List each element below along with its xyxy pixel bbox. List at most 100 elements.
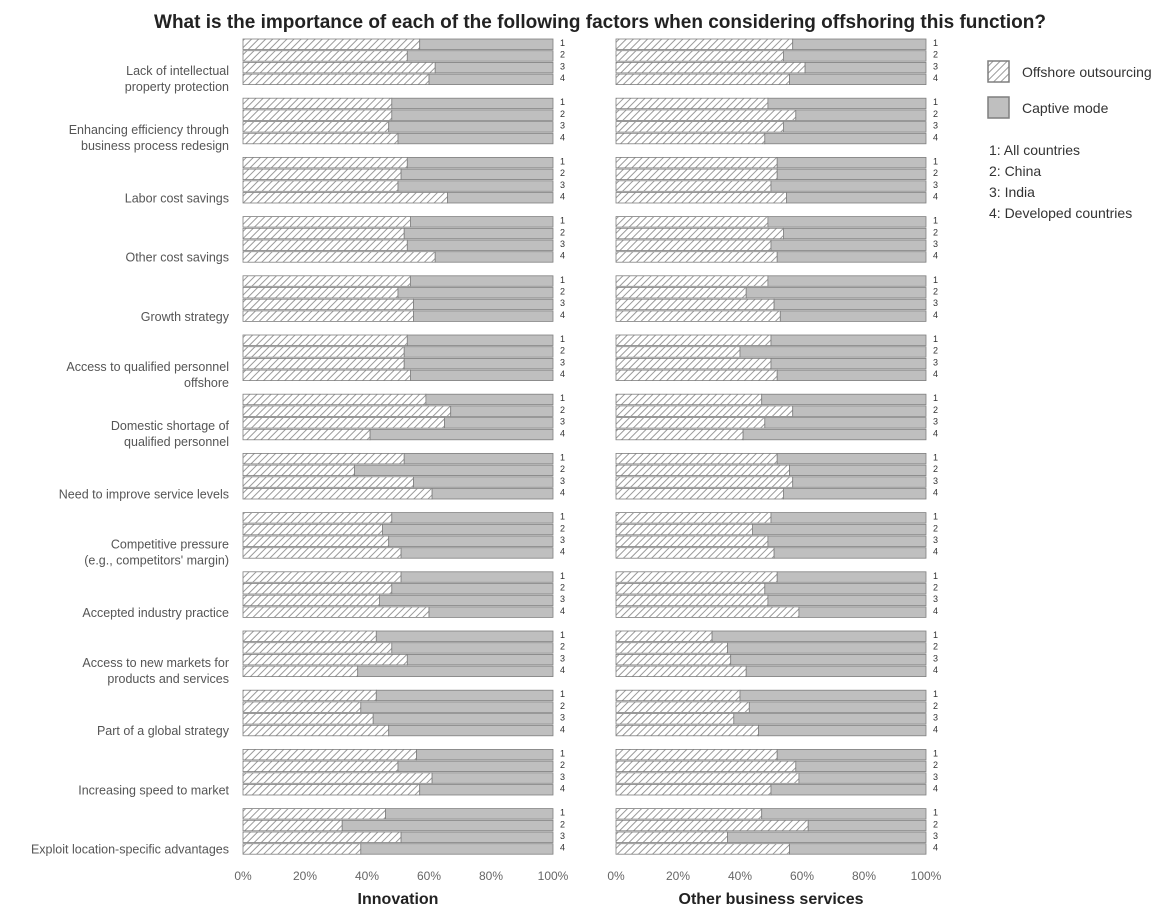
factor-label: Accepted industry practice (82, 606, 229, 620)
row-number-label: 2 (560, 227, 565, 237)
other-business-services-offshore-bar (615, 654, 732, 666)
innovation-captive-bar (406, 239, 554, 251)
row-number-label: 1 (560, 571, 565, 581)
x-tick-label: 20% (666, 869, 690, 883)
row-number-label: 1 (933, 275, 938, 285)
other-business-services-offshore-bar (615, 630, 713, 642)
row-number-label: 3 (933, 180, 938, 190)
row-number-label: 2 (933, 642, 938, 652)
other-business-services-offshore-bar (615, 132, 766, 145)
other-business-services-captive-bar (789, 843, 927, 855)
factor-label: Labor cost savings (125, 191, 229, 205)
row-number-label: 4 (933, 369, 938, 379)
factor-label: Domestic shortage of (111, 419, 230, 433)
innovation-captive-bar (431, 488, 554, 500)
other-business-services-captive-bar (761, 808, 927, 820)
innovation-captive-bar (369, 428, 554, 441)
other-business-services-captive-bar (798, 606, 927, 618)
row-number-label: 2 (933, 109, 938, 119)
factor-label: qualified personnel (124, 435, 229, 449)
row-number-label: 2 (560, 346, 565, 356)
factor-label: Lack of intellectual (126, 64, 229, 78)
other-business-services-offshore-bar (615, 180, 772, 192)
innovation-offshore-bar (242, 334, 408, 346)
other-business-services-offshore-bar (615, 488, 784, 500)
innovation-offshore-bar (242, 452, 405, 465)
other-business-services-offshore-bar (615, 369, 778, 382)
row-number-label: 4 (560, 843, 565, 853)
innovation-offshore-bar (242, 784, 421, 796)
row-number-label: 2 (933, 50, 938, 60)
innovation-offshore-bar (242, 523, 383, 536)
innovation-offshore-bar (242, 665, 359, 677)
row-number-label: 3 (933, 417, 938, 427)
other-business-services-offshore-bar (615, 97, 769, 110)
innovation-offshore-bar (242, 724, 390, 737)
innovation-captive-bar (341, 819, 554, 832)
row-number-label: 1 (933, 748, 938, 758)
row-number-label: 2 (933, 701, 938, 711)
other-business-services-captive-bar (770, 357, 927, 370)
other-business-services-captive-bar (792, 476, 927, 488)
row-number-label: 3 (933, 239, 938, 249)
innovation-offshore-bar (242, 192, 449, 204)
innovation-offshore-bar (242, 689, 377, 702)
innovation-captive-bar (409, 275, 554, 287)
row-number-label: 4 (560, 488, 565, 498)
other-business-services-captive-bar (776, 168, 927, 181)
legend: Offshore outsourcing Captive mode 1: All c… (987, 60, 1152, 221)
innovation-offshore-bar (242, 50, 408, 62)
x-tick-label: 40% (355, 869, 379, 883)
row-number-label: 4 (933, 724, 938, 734)
innovation-captive-bar (450, 405, 554, 417)
innovation-offshore-bar (242, 180, 399, 192)
innovation-captive-bar (388, 724, 554, 737)
row-number-label: 3 (933, 831, 938, 841)
innovation-offshore-bar (242, 547, 402, 559)
innovation-offshore-bar (242, 216, 411, 228)
row-number-label: 4 (560, 428, 565, 438)
innovation-captive-bar (378, 594, 554, 607)
row-number-label: 3 (560, 831, 565, 841)
other-business-services-offshore-bar (615, 689, 741, 702)
row-number-label: 4 (933, 192, 938, 202)
other-business-services-offshore-bar (615, 772, 800, 784)
row-number-label: 4 (560, 132, 565, 142)
factor-label: business process redesign (81, 139, 229, 153)
other-business-services-offshore-bar (615, 310, 781, 322)
row-number-label: 1 (560, 156, 565, 166)
other-business-services-offshore-bar (615, 216, 769, 228)
row-number-label: 1 (560, 38, 565, 48)
row-number-label: 2 (560, 168, 565, 178)
innovation-captive-bar (425, 393, 554, 406)
row-number-label: 4 (933, 132, 938, 142)
other-business-services-offshore-bar (615, 713, 735, 725)
row-number-label: 1 (560, 97, 565, 107)
panel-title-other-business-services: Other business services (679, 891, 864, 908)
x-tick-label: 60% (417, 869, 441, 883)
row-number-label: 2 (560, 109, 565, 119)
innovation-captive-bar (397, 287, 554, 299)
row-number-label: 4 (933, 310, 938, 320)
innovation-captive-bar (391, 642, 554, 654)
row-number-label: 3 (933, 61, 938, 71)
innovation-offshore-bar (242, 168, 402, 181)
other-business-services-offshore-bar (615, 843, 791, 855)
row-number-label: 3 (933, 476, 938, 486)
chart-title: What is the importance of each of the fo… (154, 12, 1046, 33)
innovation-offshore-bar (242, 808, 387, 820)
row-number-label: 2 (560, 464, 565, 474)
other-business-services-captive-bar (776, 251, 927, 263)
row-number-label: 3 (933, 653, 938, 663)
other-business-services-offshore-bar (615, 547, 775, 559)
other-business-services-offshore-bar (615, 428, 744, 441)
other-business-services-offshore-bar (615, 831, 728, 843)
row-number-label: 2 (933, 464, 938, 474)
row-number-label: 4 (560, 665, 565, 675)
other-business-services-offshore-bar (615, 393, 763, 406)
row-number-label: 1 (560, 808, 565, 818)
other-business-services-offshore-bar (615, 251, 778, 263)
other-business-services-offshore-bar (615, 239, 772, 251)
row-number-label: 4 (560, 606, 565, 616)
